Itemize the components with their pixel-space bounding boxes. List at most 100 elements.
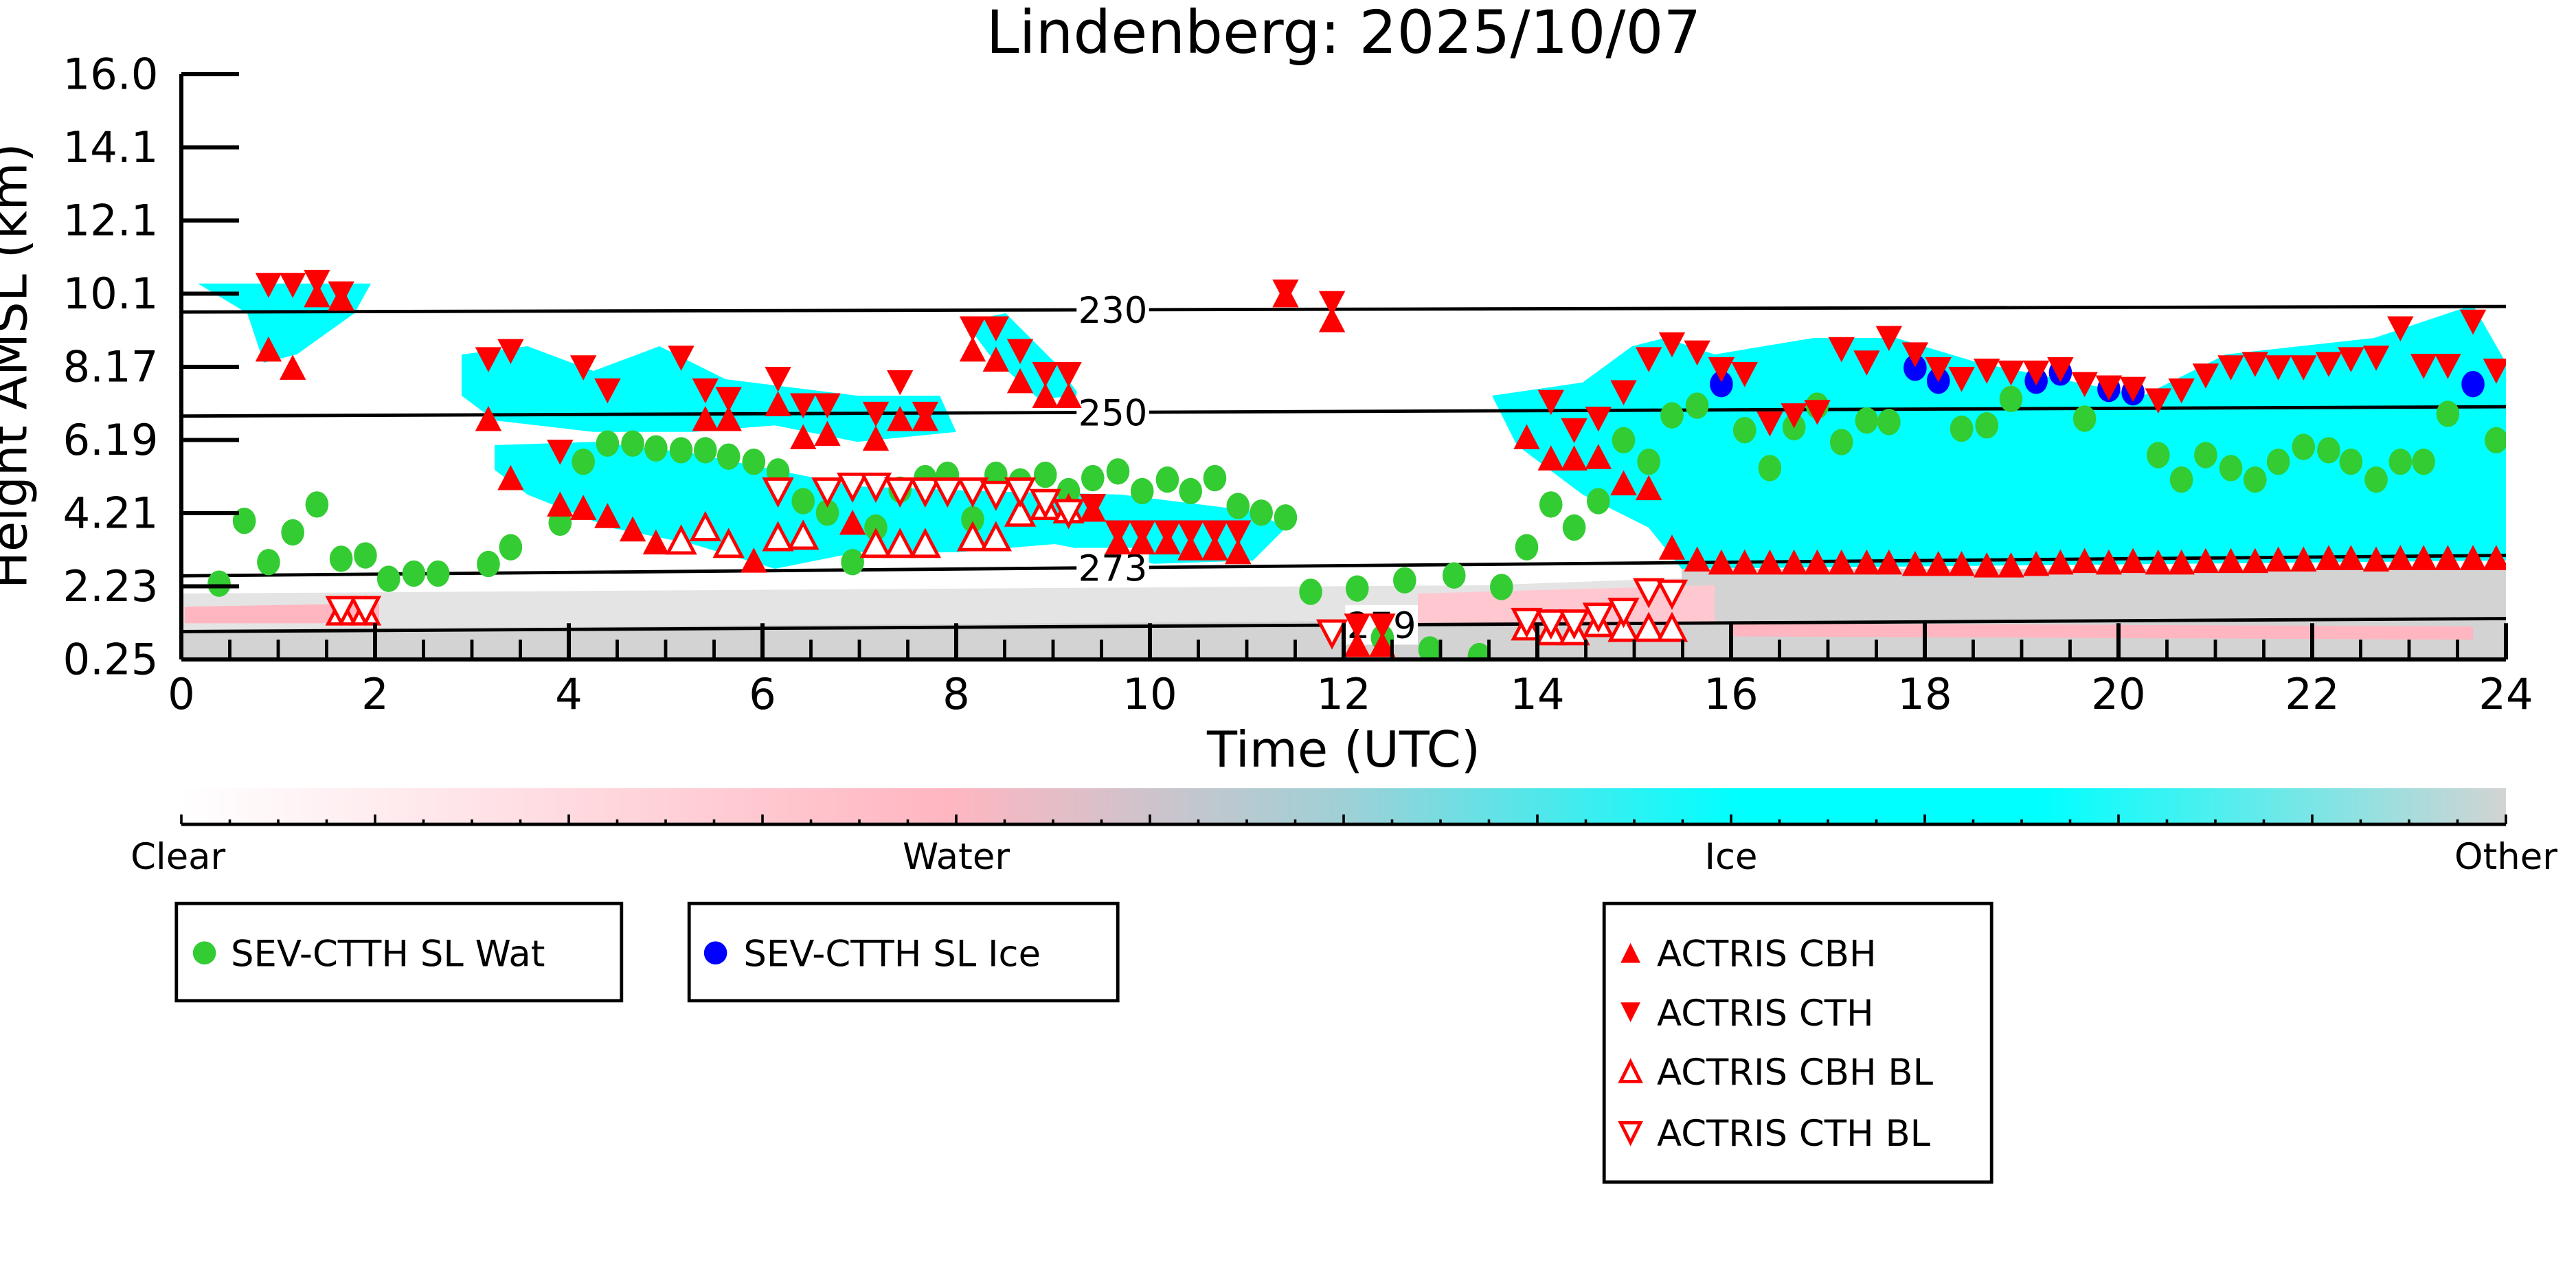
data-point-circle <box>2436 400 2460 427</box>
data-point-triangle-down <box>715 387 742 412</box>
data-point-triangle-up <box>642 529 670 555</box>
data-point-circle <box>2339 449 2363 475</box>
data-point-triangle-down <box>1032 362 1059 387</box>
data-point-triangle-down <box>1272 279 1299 305</box>
data-point-triangle-up <box>692 406 719 431</box>
data-point-triangle-up <box>2338 545 2364 570</box>
data-point-triangle-up-open <box>689 510 721 541</box>
data-point-triangle-down <box>1658 332 1686 358</box>
data-point-circle <box>815 499 839 526</box>
data-point-triangle-down-open <box>909 477 942 508</box>
data-point-triangle-up <box>2022 551 2050 576</box>
legend-label: ACTRIS CBH BL <box>1657 1052 1934 1094</box>
data-point-triangle-down-open <box>1004 477 1037 508</box>
data-point-triangle-up <box>1177 535 1204 561</box>
legend-marker-triangle-down <box>1620 1002 1640 1022</box>
data-point-circle <box>477 550 500 578</box>
data-point-triangle-down-open <box>980 480 1012 511</box>
data-point-triangle-down <box>1731 362 1758 387</box>
data-point-circle <box>1999 385 2023 412</box>
data-point-circle <box>354 542 377 569</box>
data-point-circle <box>2244 466 2267 493</box>
x-tick-label: 16 <box>1704 669 1758 719</box>
isotherm-line <box>181 304 2507 314</box>
chart-title: Lindenberg: 2025/10/07 <box>986 0 1702 67</box>
data-point-triangle-down <box>814 393 841 418</box>
data-point-triangle-down <box>255 273 282 298</box>
data-point-triangle-down <box>1635 347 1662 372</box>
series-actris-cth <box>255 269 2506 639</box>
colorbar-ticks <box>180 814 2507 824</box>
data-point-circle <box>644 435 668 462</box>
data-point-circle <box>2292 433 2316 460</box>
data-point-triangle-up-open <box>980 521 1012 552</box>
data-point-circle <box>1612 427 1636 454</box>
data-point-triangle-down <box>328 281 354 307</box>
data-point-triangle-up <box>2434 545 2461 570</box>
data-point-circle <box>376 565 400 592</box>
data-point-circle <box>669 437 693 464</box>
x-tick-label: 10 <box>1122 669 1177 719</box>
data-point-circle <box>1490 574 1513 600</box>
data-point-circle <box>1057 477 1081 505</box>
legend-marker-green-circle <box>192 941 216 964</box>
data-point-triangle-down <box>959 316 986 341</box>
legend-label: ACTRIS CBH <box>1657 933 1877 975</box>
data-point-triangle-down-open <box>1511 607 1543 638</box>
legend-sev-ice: SEV-CTTH SL Ice <box>687 901 1120 1003</box>
data-point-triangle-down <box>1756 411 1783 437</box>
data-point-triangle-down-open <box>1535 609 1567 640</box>
data-point-triangle-down <box>1610 380 1637 406</box>
isotherm-label-bg <box>1076 392 1149 433</box>
data-point-triangle-down <box>2434 354 2461 379</box>
data-point-triangle-down <box>1585 406 1612 432</box>
data-point-circle <box>1539 491 1563 518</box>
data-point-triangle-up <box>790 424 817 450</box>
data-point-circle <box>1855 407 1879 434</box>
data-point-triangle-up <box>1781 549 1807 575</box>
y-tick-label: 6.19 <box>63 415 158 465</box>
data-point-circle <box>1226 493 1250 519</box>
legend-label: ACTRIS CTH BL <box>1657 1113 1931 1155</box>
data-point-triangle-up <box>1804 549 1831 575</box>
data-point-triangle-down <box>1853 350 1880 376</box>
data-point-triangle-up <box>2241 547 2269 574</box>
data-point-circle <box>864 514 888 541</box>
data-point-triangle-up <box>255 336 282 362</box>
data-point-circle <box>1345 575 1369 602</box>
x-tick-label: 4 <box>555 669 583 719</box>
data-point-triangle-down <box>1684 340 1710 366</box>
mask-water-3 <box>1731 623 2473 640</box>
data-point-circle <box>1081 464 1105 492</box>
data-point-triangle-down-open <box>349 596 382 626</box>
data-point-triangle-down <box>2192 363 2219 389</box>
series-sev-ctth-sl-wat <box>207 385 2506 659</box>
data-point-triangle-down <box>1369 613 1396 639</box>
data-point-circle <box>1637 449 1660 475</box>
data-point-triangle-down <box>2022 360 2050 386</box>
data-point-triangle-up <box>1731 549 1758 575</box>
data-point-triangle-up <box>1055 383 1082 408</box>
data-point-triangle-up <box>2145 549 2172 575</box>
legend-sev-wat: SEV-CTTH SL Wat <box>174 901 624 1003</box>
data-point-circle <box>841 549 864 576</box>
x-tick-label: 2 <box>361 669 389 719</box>
isotherm-line <box>181 554 2507 578</box>
data-point-triangle-up <box>1875 549 1903 575</box>
data-point-triangle-up-open <box>762 521 794 552</box>
data-point-circle <box>596 430 620 457</box>
data-point-circle <box>305 491 329 518</box>
data-point-circle <box>791 488 815 515</box>
data-point-triangle-up <box>715 406 742 431</box>
data-point-triangle-up-open <box>1656 611 1688 642</box>
x-axis-label: Time (UTC) <box>1206 721 1480 778</box>
data-point-triangle-down <box>912 401 939 427</box>
data-point-circle <box>1903 354 1927 381</box>
data-point-triangle-up <box>1610 470 1637 496</box>
data-point-triangle-down <box>1129 520 1155 545</box>
x-tick-label: 14 <box>1510 669 1564 719</box>
data-point-triangle-down-open <box>1632 578 1665 609</box>
data-point-triangle-down <box>982 316 1010 341</box>
data-point-triangle-down <box>2387 316 2414 341</box>
data-point-circle <box>2317 437 2340 464</box>
